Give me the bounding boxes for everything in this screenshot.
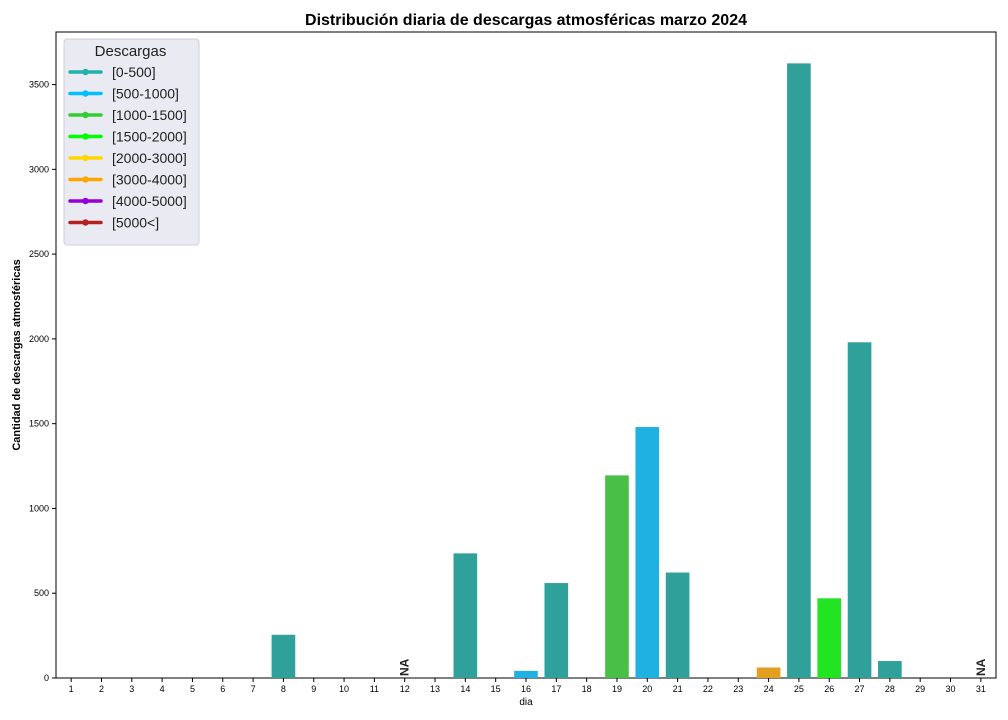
legend-dot-marker xyxy=(82,90,89,97)
x-axis-label: dia xyxy=(519,697,533,708)
legend-dot-marker xyxy=(82,219,89,226)
x-tick-label: 7 xyxy=(251,684,256,694)
x-tick-label: 4 xyxy=(160,684,165,694)
x-tick-label: 9 xyxy=(311,684,316,694)
chart-title: Distribución diaria de descargas atmosfé… xyxy=(305,12,747,29)
x-tick-label: 19 xyxy=(612,684,622,694)
bars-group: NA NA xyxy=(271,63,988,679)
legend: Descargas [0-500] [500-1000] [1000-1500] [15… xyxy=(63,38,200,246)
x-tick-label: 2 xyxy=(99,684,104,694)
bar-day-28 xyxy=(878,661,902,678)
bar-day-24 xyxy=(756,667,781,678)
legend-entry-label: [2000-3000] xyxy=(112,150,187,166)
x-tick-label: 12 xyxy=(400,684,410,694)
y-axis-label: Cantidad de descargas atmosféricas xyxy=(11,259,23,450)
x-tick-label: 1 xyxy=(69,684,74,694)
legend-entry-label: [0-500] xyxy=(112,64,156,80)
x-tick-label: 17 xyxy=(551,684,561,694)
legend-entry-label: [1000-1500] xyxy=(112,107,187,123)
bar-day-19 xyxy=(605,475,629,678)
y-tick-label: 3500 xyxy=(29,80,49,90)
y-tick-label: 1000 xyxy=(29,503,49,513)
x-tick-label: 29 xyxy=(915,684,925,694)
bar-day-8 xyxy=(271,634,296,678)
x-tick-label: 27 xyxy=(855,684,865,694)
x-tick-label: 28 xyxy=(885,684,895,694)
na-label: NA xyxy=(974,658,988,676)
bar-day-25 xyxy=(787,63,811,679)
x-tick-label: 26 xyxy=(824,684,834,694)
y-tick-label: 0 xyxy=(44,673,49,683)
x-tick-label: 16 xyxy=(521,684,531,694)
x-tick-label: 8 xyxy=(281,684,286,694)
legend-dot-marker xyxy=(82,176,89,183)
bar-day-17 xyxy=(544,583,569,678)
y-tick-label: 3000 xyxy=(29,164,49,174)
legend-dot-marker xyxy=(82,111,89,119)
x-tick-label: 23 xyxy=(733,684,743,694)
x-tick-label: 18 xyxy=(582,684,592,694)
x-axis: 1 2 3 4 5 6 7 8 9 10 11 12 13 14 15 16 17 18 19 20 21 22 23 24 2… xyxy=(69,678,986,694)
x-tick-label: 14 xyxy=(460,684,470,694)
y-tick-label: 1500 xyxy=(29,419,49,429)
x-tick-label: 25 xyxy=(794,684,804,694)
bar-day-21 xyxy=(665,572,690,678)
legend-entry-label: [3000-4000] xyxy=(112,172,187,188)
x-tick-label: 21 xyxy=(673,684,683,694)
y-tick-label: 500 xyxy=(34,588,49,598)
legend-title: Descargas xyxy=(95,43,167,60)
y-axis: 0 500 1000 1500 2000 2500 3000 3500 xyxy=(29,80,56,683)
legend-entry-label: [500-1000] xyxy=(112,86,179,102)
legend-dot-marker xyxy=(82,197,89,205)
x-tick-label: 13 xyxy=(430,684,440,694)
na-label: NA xyxy=(398,658,412,676)
x-tick-label: 22 xyxy=(703,684,713,694)
legend-box xyxy=(63,38,200,246)
legend-entry-label: [1500-2000] xyxy=(112,129,187,145)
legend-dot-marker xyxy=(82,154,89,162)
bar-day-27 xyxy=(847,342,872,678)
bar-day-14 xyxy=(453,553,478,678)
y-tick-label: 2500 xyxy=(29,249,49,259)
x-tick-label: 15 xyxy=(491,684,501,694)
y-tick-label: 2000 xyxy=(29,334,49,344)
x-tick-label: 31 xyxy=(976,684,986,694)
x-tick-label: 5 xyxy=(190,684,195,694)
legend-entry-label: [5000<] xyxy=(112,215,159,231)
x-tick-label: 3 xyxy=(129,684,134,694)
bar-day-16 xyxy=(514,670,538,678)
legend-dot-marker xyxy=(82,68,89,76)
bar-day-20 xyxy=(635,427,660,678)
bar-day-26 xyxy=(817,598,842,678)
x-tick-label: 10 xyxy=(339,684,349,694)
x-tick-label: 6 xyxy=(220,684,225,694)
legend-dot-marker xyxy=(82,133,89,140)
legend-entry-label: [4000-5000] xyxy=(112,193,187,209)
x-tick-label: 11 xyxy=(370,684,379,694)
x-tick-label: 20 xyxy=(642,684,652,694)
x-tick-label: 30 xyxy=(946,684,956,694)
x-tick-label: 24 xyxy=(764,684,774,694)
